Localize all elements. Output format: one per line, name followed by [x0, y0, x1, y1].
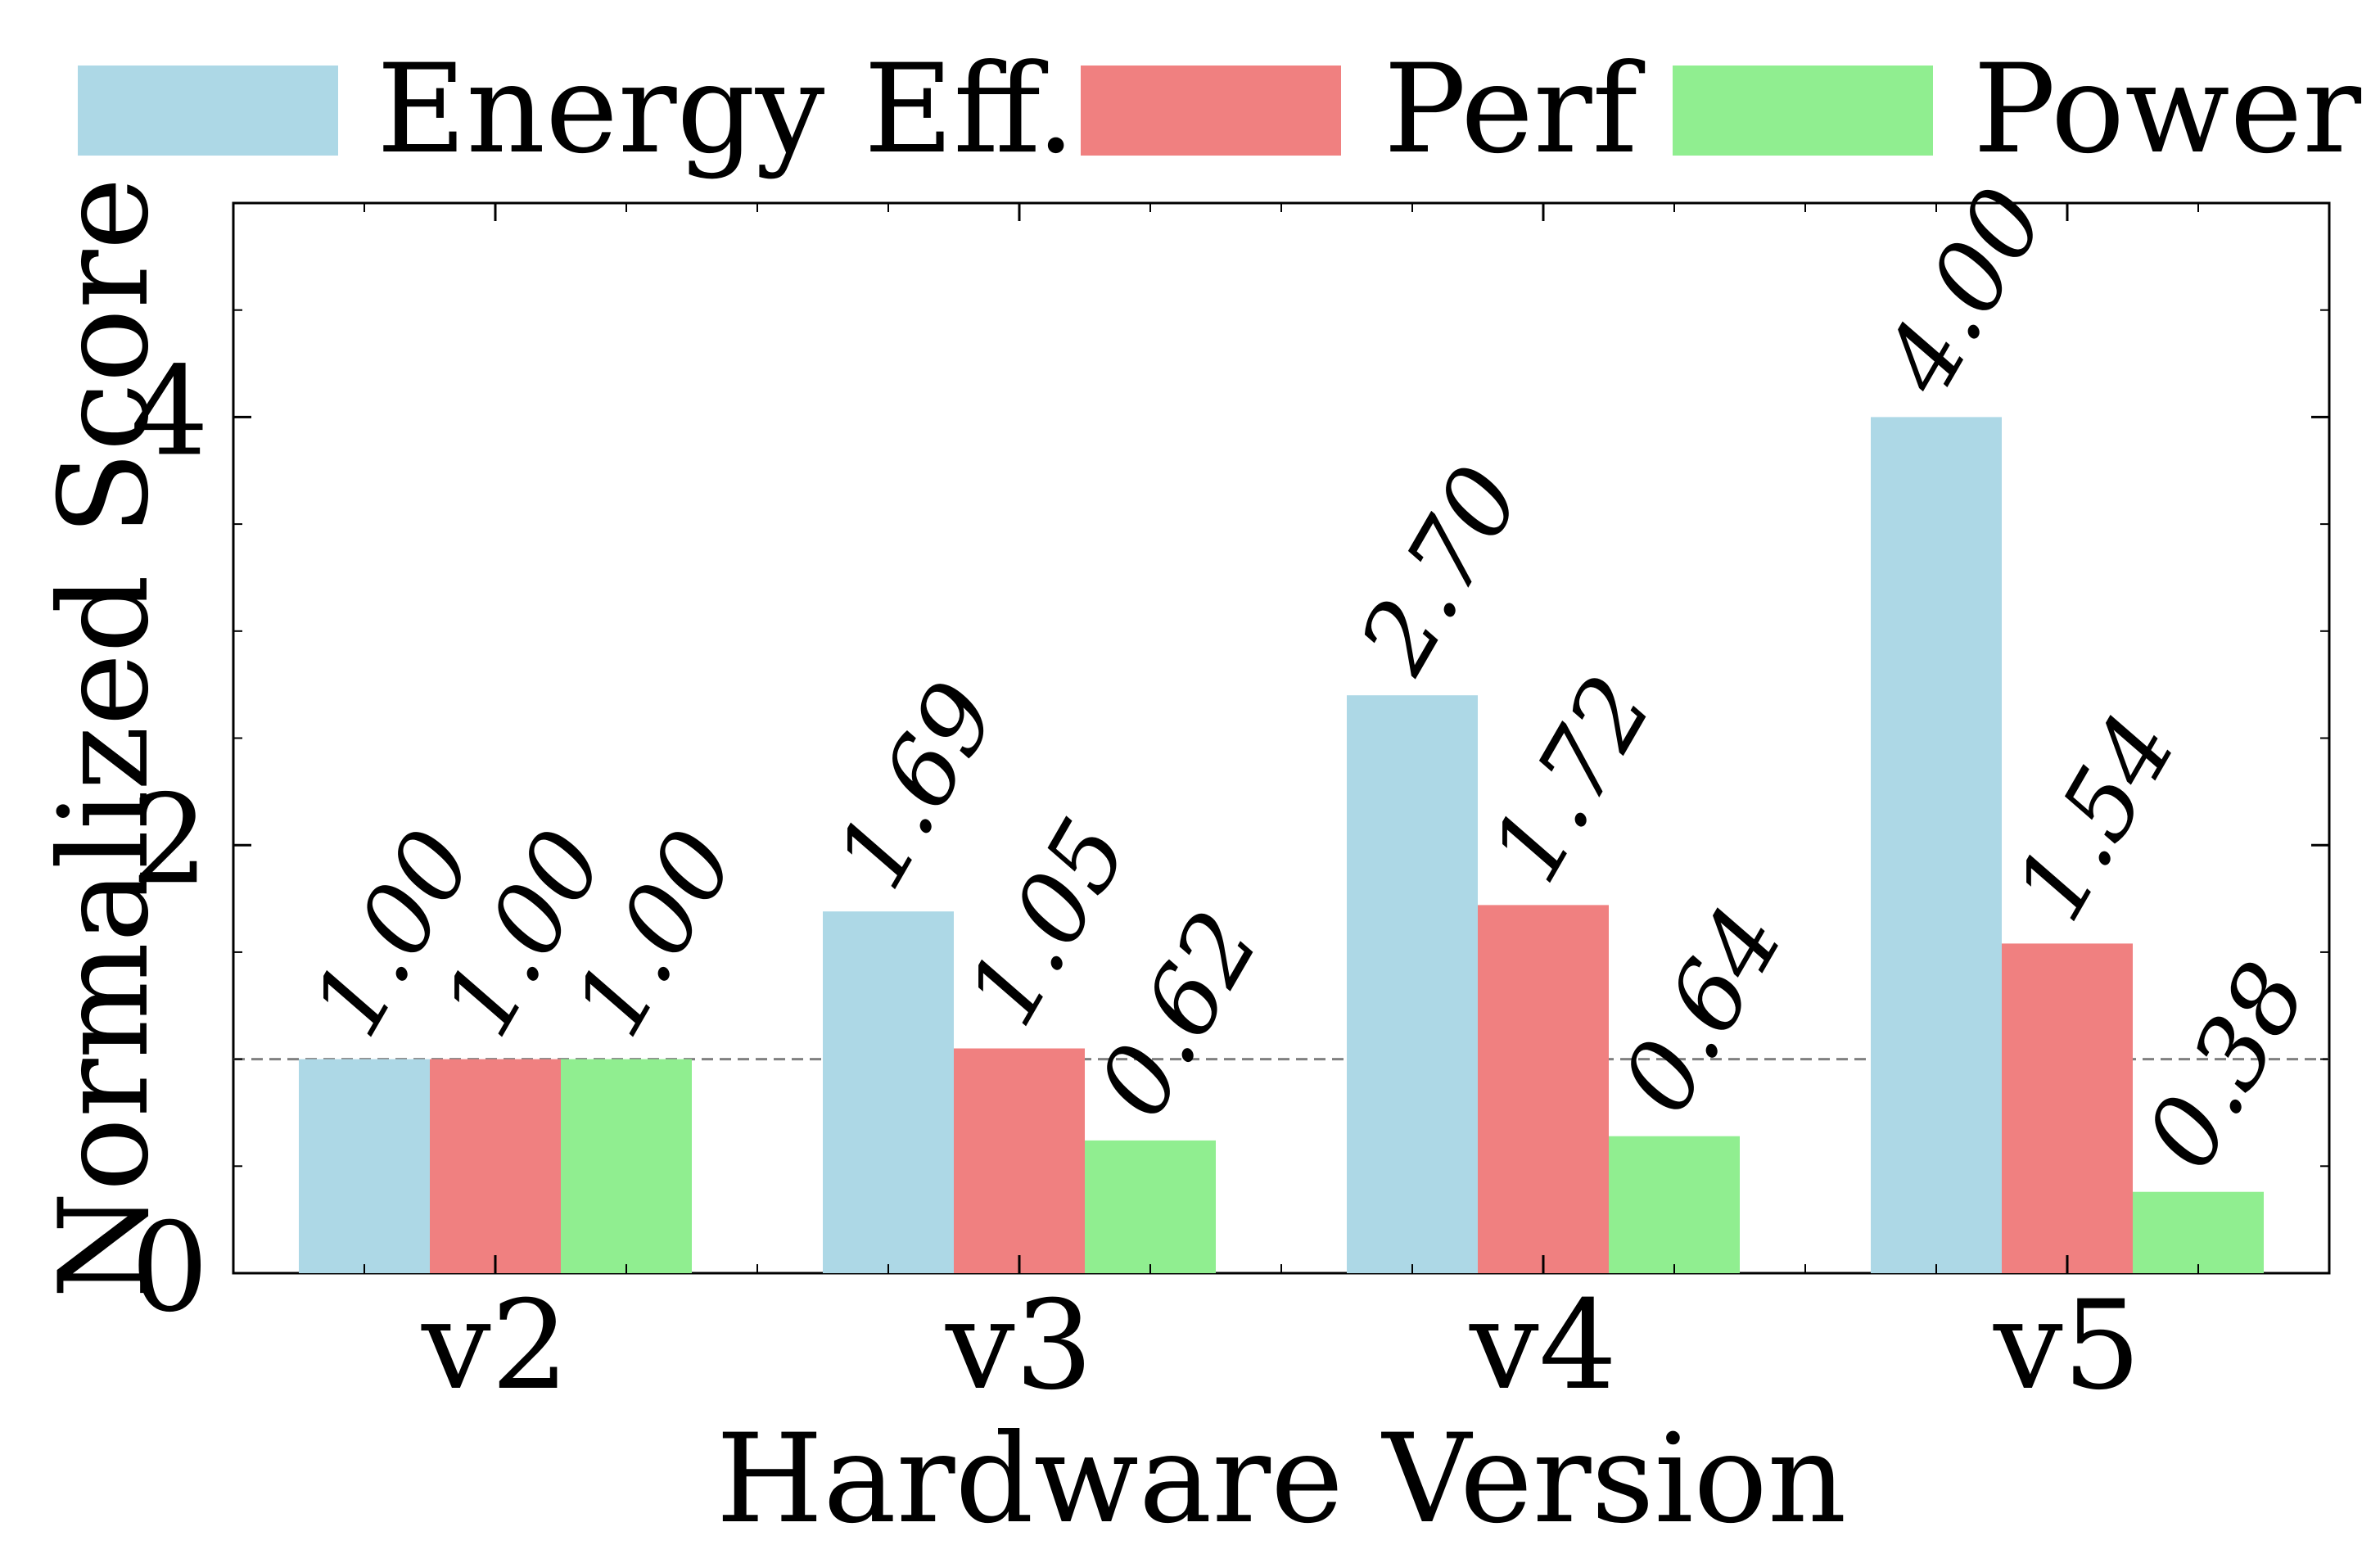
bar [561, 1059, 692, 1273]
bar-value-label: 2.70 [1337, 448, 1542, 691]
x-tick-label: v4 [1469, 1275, 1617, 1417]
legend-swatch [1673, 66, 1933, 156]
y-axis-label: Normalized Score [34, 178, 176, 1299]
legend-swatch [78, 66, 338, 156]
ticks: 0 2 4 v2 v3 v4 v5 [131, 202, 2329, 1417]
bar-value-label: 0.38 [2124, 944, 2329, 1187]
legend-swatch [1081, 66, 1341, 156]
x-axis-label: Hardware Version [716, 1408, 1847, 1551]
y-tick-label: 0 [131, 1197, 209, 1339]
bar [1609, 1136, 1740, 1273]
bar [2133, 1191, 2264, 1273]
bar-value-label: 4.00 [1861, 169, 2066, 413]
bar [430, 1059, 561, 1273]
bar-value-label: 1.69 [814, 664, 1019, 907]
legend: Energy Eff. Perf Power [78, 38, 2361, 181]
bar [1871, 417, 2002, 1273]
bar-value-label: 1.72 [1469, 657, 1674, 901]
y-tick-label: 4 [131, 341, 209, 483]
bars [299, 417, 2264, 1273]
bar [823, 911, 954, 1273]
bar [1085, 1140, 1216, 1273]
bar [1478, 905, 1609, 1273]
y-tick-label: 2 [131, 769, 209, 911]
legend-label: Energy Eff. [377, 38, 1075, 181]
x-tick-label: v5 [1993, 1275, 2141, 1417]
bar [954, 1048, 1085, 1273]
bar [1347, 695, 1478, 1273]
bar [2002, 943, 2133, 1273]
x-tick-label: v2 [421, 1275, 569, 1417]
legend-label: Power [1973, 38, 2361, 181]
bar-value-label: 0.64 [1600, 888, 1805, 1132]
plot-area: 1.001.001.001.691.050.622.701.720.644.00… [131, 169, 2331, 1417]
x-tick-label: v3 [945, 1275, 1093, 1417]
bar-value-label: 1.54 [1993, 696, 2198, 939]
legend-label: Perf [1384, 38, 1646, 181]
bar [299, 1059, 430, 1273]
